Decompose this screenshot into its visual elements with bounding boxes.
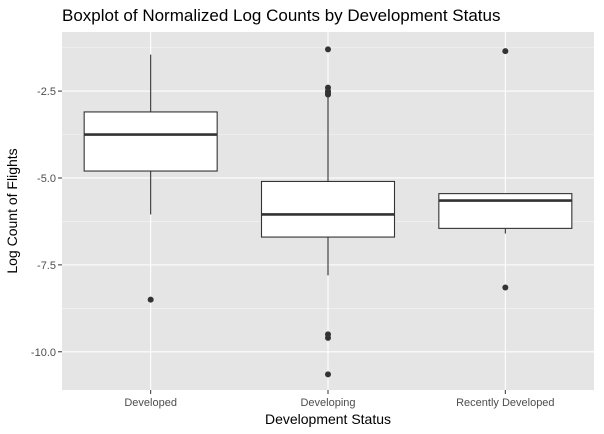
box-group bbox=[260, 46, 396, 378]
x-axis-title: Development Status bbox=[265, 411, 391, 427]
box-group bbox=[83, 54, 218, 303]
outlier-point bbox=[502, 284, 509, 291]
outlier-point bbox=[502, 48, 509, 55]
y-axis-ticks: -2.5 -5.0 -7.5 -10.0 bbox=[31, 86, 62, 359]
x-tick-label: Developed bbox=[124, 397, 177, 409]
y-tick-label: -10.0 bbox=[31, 347, 56, 359]
outlier-point bbox=[325, 334, 331, 341]
y-axis-title: Log Count of Flights bbox=[4, 148, 20, 273]
x-tick-label: Recently Developed bbox=[456, 397, 554, 409]
boxes bbox=[83, 46, 573, 378]
chart-title: Boxplot of Normalized Log Counts by Deve… bbox=[62, 6, 500, 25]
iqr-box bbox=[260, 180, 396, 238]
outlier-point bbox=[147, 296, 154, 303]
y-tick-label: -7.5 bbox=[37, 260, 56, 272]
x-tick-label: Developing bbox=[300, 397, 355, 409]
y-tick-label: -2.5 bbox=[37, 86, 56, 98]
outlier-point bbox=[325, 46, 331, 53]
box-group bbox=[438, 48, 573, 291]
iqr-box bbox=[83, 111, 218, 172]
outlier-point bbox=[325, 371, 331, 378]
x-axis-ticks: Developed Developing Recently Developed bbox=[124, 390, 555, 409]
iqr-box bbox=[438, 193, 573, 229]
outlier-point bbox=[325, 91, 331, 98]
y-tick-label: -5.0 bbox=[37, 173, 56, 185]
